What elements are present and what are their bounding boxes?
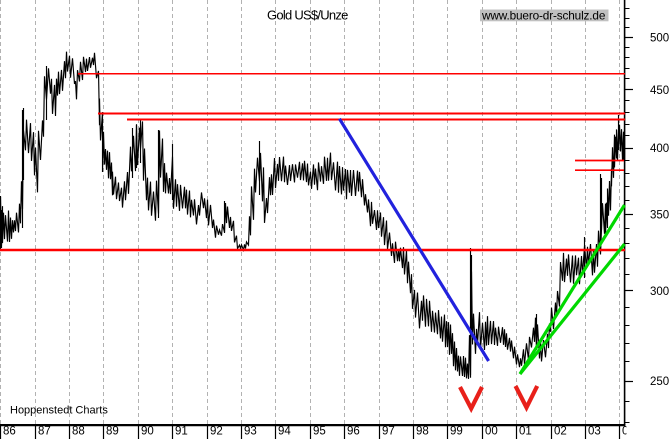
svg-text:98: 98 [416, 426, 429, 438]
svg-text:90: 90 [141, 426, 154, 438]
svg-text:97: 97 [382, 426, 395, 438]
svg-text:87: 87 [38, 426, 51, 438]
svg-text:86: 86 [3, 426, 16, 438]
svg-text:300: 300 [650, 286, 669, 298]
svg-text:91: 91 [175, 426, 188, 438]
svg-text:88: 88 [72, 426, 85, 438]
svg-text:400: 400 [650, 143, 669, 155]
svg-text:01: 01 [519, 426, 532, 438]
svg-text:500: 500 [650, 33, 669, 45]
svg-text:0: 0 [622, 426, 628, 438]
svg-text:92: 92 [210, 426, 223, 438]
svg-text:250: 250 [650, 376, 669, 388]
svg-text:00: 00 [485, 426, 498, 438]
svg-text:02: 02 [554, 426, 567, 438]
svg-text:Gold US$/Unze: Gold US$/Unze [267, 7, 348, 22]
svg-text:99: 99 [450, 426, 463, 438]
svg-text:450: 450 [650, 85, 669, 97]
svg-text:www.buero-dr-schulz.de: www.buero-dr-schulz.de [481, 9, 606, 23]
svg-text:03: 03 [588, 426, 601, 438]
svg-text:95: 95 [313, 426, 326, 438]
svg-text:350: 350 [650, 209, 669, 221]
svg-text:93: 93 [244, 426, 257, 438]
svg-text:94: 94 [278, 426, 291, 438]
svg-text:96: 96 [347, 426, 360, 438]
svg-text:Hoppenstedt Charts: Hoppenstedt Charts [10, 405, 108, 417]
svg-text:89: 89 [106, 426, 119, 438]
